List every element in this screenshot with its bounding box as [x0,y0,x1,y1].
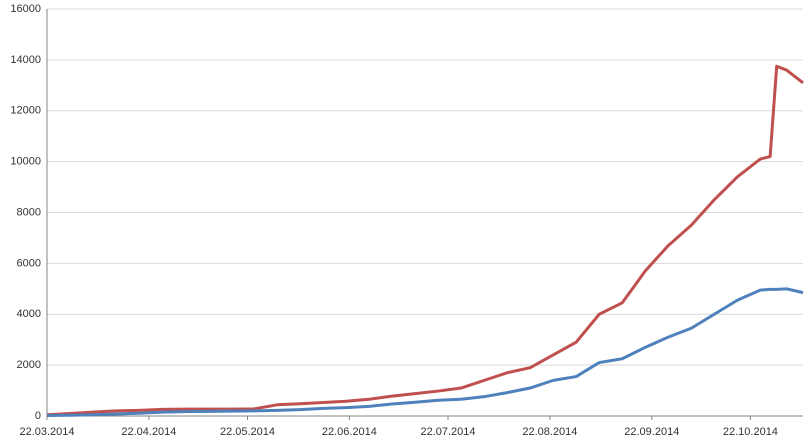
y-tick-label: 14000 [10,54,41,66]
x-tick-label: 22.05.2014 [220,426,275,438]
y-tick-label: 8000 [17,206,41,218]
x-tick-label: 22.08.2014 [522,426,577,438]
series-line [46,287,804,417]
y-tick-label: 4000 [17,308,41,320]
x-tick-label: 22.09.2014 [624,426,679,438]
y-tick-label: 10000 [10,156,41,168]
x-tick-label: 22.10.2014 [723,426,778,438]
x-tick-label: 22.04.2014 [121,426,176,438]
y-tick-label: 6000 [17,257,41,269]
series-line [46,64,804,417]
y-tick-label: 2000 [17,359,41,371]
x-tick-label: 22.03.2014 [19,426,74,438]
y-tick-label: 12000 [10,105,41,117]
y-tick-label: 16000 [10,3,41,15]
x-tick-label: 22.07.2014 [420,426,475,438]
y-tick-label: 0 [35,410,41,422]
x-tick-label: 22.06.2014 [322,426,377,438]
